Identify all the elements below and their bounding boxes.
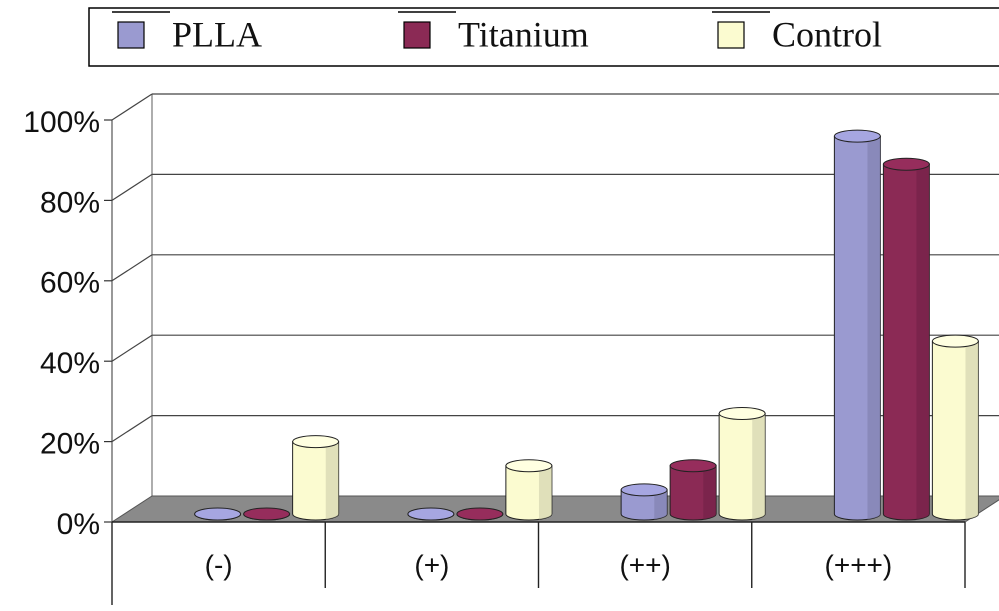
bar-top [882, 157, 930, 171]
legend-label-control: Control [772, 14, 882, 54]
gridline-side [111, 93, 153, 121]
category-label: (-) [205, 549, 233, 580]
bar-control-3 [931, 334, 979, 521]
bar-plla-3 [833, 129, 881, 521]
bar-top [931, 334, 979, 348]
bar-top [456, 507, 504, 521]
category-label: (+++) [825, 549, 893, 580]
bar-top [505, 459, 553, 473]
bar-top [194, 507, 242, 521]
bar-titanium-1 [456, 507, 504, 521]
gridline-side [111, 173, 153, 201]
legend-label-titanium: Titanium [458, 14, 589, 54]
bar-shade [703, 465, 717, 520]
bar-top [833, 129, 881, 143]
bar-top [292, 435, 340, 449]
gridline-side [111, 415, 153, 443]
bar-shade [752, 413, 766, 520]
bar-control-1 [505, 459, 553, 521]
bars [194, 129, 979, 521]
y-tick-label: 0% [57, 508, 100, 541]
gridline-side [111, 254, 153, 282]
bar-top [243, 507, 291, 521]
bar-titanium-2 [669, 459, 717, 521]
bar-shade [654, 489, 668, 520]
bar-shade [867, 136, 881, 520]
bar-top [407, 507, 455, 521]
bar-top [718, 407, 766, 420]
bar-shade [325, 441, 339, 520]
bar-plla-1 [407, 507, 455, 521]
y-tick-label: 80% [40, 186, 100, 219]
bar-titanium-0 [243, 507, 291, 521]
category-axis: (-) (+) (++) (+++) [111, 522, 966, 605]
y-tick-label: 60% [40, 267, 100, 300]
gridline-side [111, 334, 153, 362]
bar-plla-2 [620, 483, 668, 521]
y-tick-label: 40% [40, 347, 100, 380]
category-label: (+) [414, 549, 449, 580]
legend-label-plla: PLLA [172, 14, 262, 54]
bar-titanium-3 [882, 157, 930, 521]
y-axis-ticks: 0% 20% 40% 60% 80% 100% [23, 106, 112, 541]
bar-control-0 [292, 435, 340, 521]
y-tick-label: 100% [23, 106, 100, 139]
bar-plla-0 [194, 507, 242, 521]
bar-top [620, 483, 668, 497]
bar-top [669, 459, 717, 473]
bar-shade [916, 164, 930, 520]
category-label: (++) [619, 549, 670, 580]
legend-swatch-control [717, 21, 745, 49]
y-tick-label: 20% [40, 428, 100, 461]
legend-box [88, 7, 999, 67]
legend: PLLA Titanium Control [88, 7, 999, 67]
chart-walls [111, 94, 153, 522]
bar-control-2 [718, 407, 766, 521]
bar-shade [965, 341, 979, 520]
bar-shade [538, 465, 552, 520]
legend-swatch-plla [117, 21, 145, 49]
legend-swatch-titanium [403, 21, 431, 49]
